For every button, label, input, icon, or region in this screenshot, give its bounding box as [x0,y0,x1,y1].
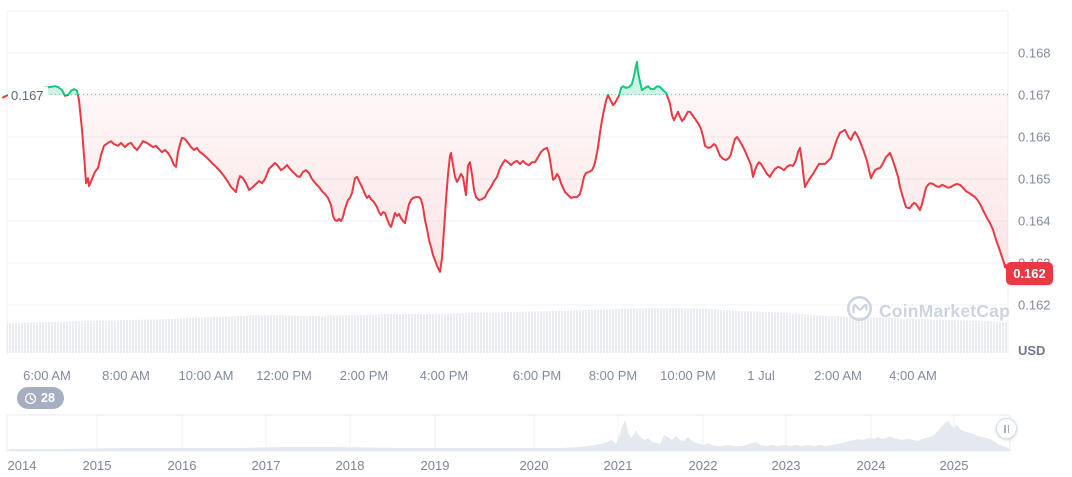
navigator-handle[interactable] [996,418,1017,439]
x-axis-tick: 4:00 PM [419,368,469,383]
x-axis-tick: 1 Jul [747,368,775,383]
navigator-year-tick: 2024 [856,458,886,473]
navigator-year-tick: 2022 [688,458,718,473]
navigator-year-tick: 2025 [939,458,969,473]
navigator-year-tick: 2017 [251,458,281,473]
navigator-year-tick: 2023 [771,458,801,473]
navigator-year-tick: 2014 [7,458,37,473]
x-axis-tick: 8:00 AM [102,368,150,383]
y-axis-tick: 0.167 [1018,87,1051,103]
y-axis-unit-label: USD [1018,343,1046,358]
x-axis-tick: 4:00 AM [889,368,937,383]
y-axis-tick: 0.165 [1018,171,1051,187]
x-axis-tick: 2:00 AM [814,368,862,383]
current-price-badge: 0.162 [1006,262,1053,285]
x-axis-tick: 6:00 PM [512,368,562,383]
x-axis-tick: 2:00 PM [339,368,389,383]
y-axis-tick: 0.164 [1018,213,1051,229]
x-axis-tick: 10:00 AM [178,368,234,383]
y-axis-tick: 0.168 [1018,45,1051,61]
navigator-year-tick: 2015 [82,458,112,473]
navigator-year-tick: 2019 [420,458,450,473]
history-count-badge[interactable]: 28 [17,387,64,409]
x-axis-tick: 6:00 AM [23,368,71,383]
x-axis-tick: 8:00 PM [588,368,638,383]
open-price-label: 0.167 [8,87,48,104]
y-axis-tick: 0.166 [1018,129,1051,145]
navigator-year-tick: 2020 [519,458,549,473]
navigator-year-tick: 2018 [335,458,365,473]
history-count: 28 [41,391,55,405]
navigator-year-tick: 2021 [603,458,633,473]
x-axis-tick: 10:00 PM [660,368,716,383]
x-axis-tick: 12:00 PM [256,368,312,383]
history-clock-icon [24,392,37,405]
navigator-year-tick: 2016 [167,458,197,473]
y-axis-tick: 0.162 [1018,297,1051,313]
